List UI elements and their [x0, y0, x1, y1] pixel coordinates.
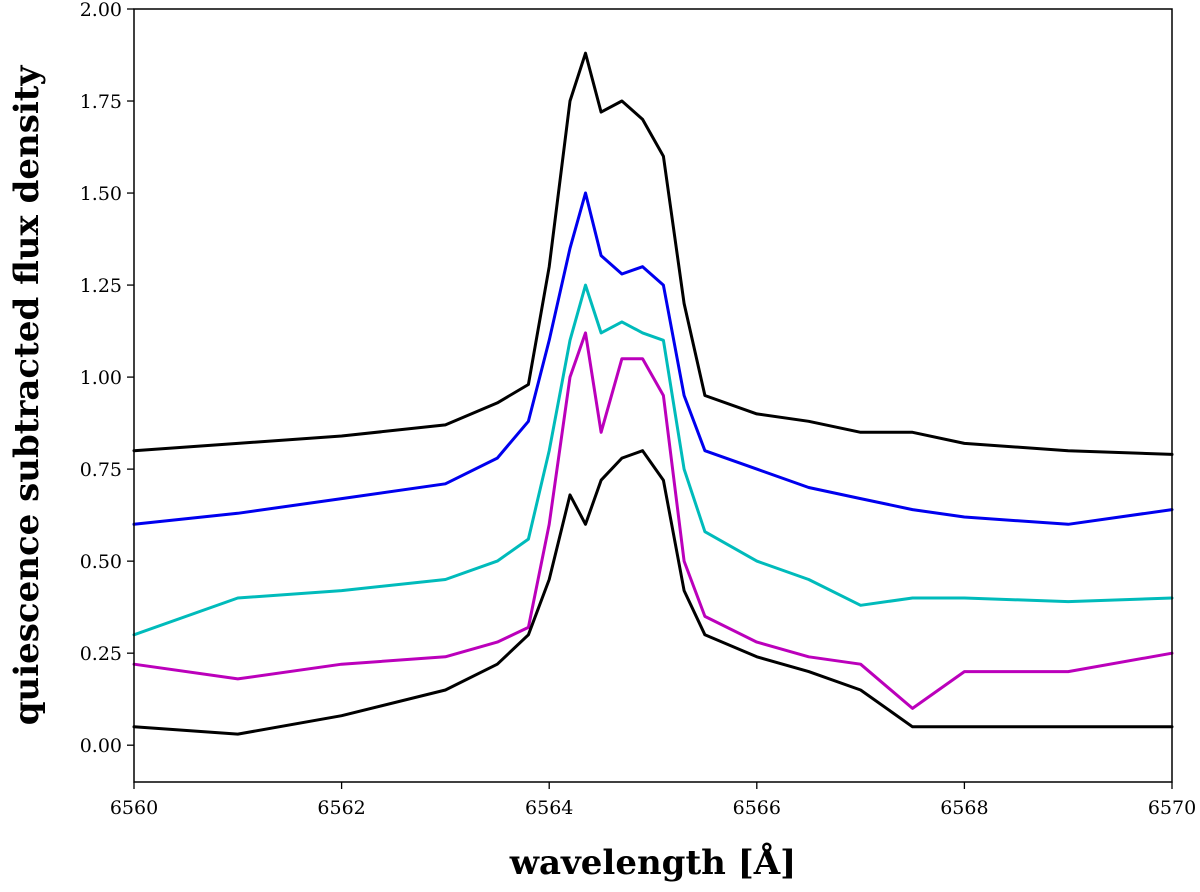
ticks-layer: 6560 6562 6564 6566 6568 6570 0.00 0.25 0.50 0.75…: [80, 0, 1196, 819]
y-tick-label: 0.25: [80, 643, 122, 665]
y-tick-label: 1.25: [80, 275, 122, 297]
x-tick-label: 6564: [525, 797, 573, 819]
y-tick-label: 1.75: [80, 91, 122, 113]
x-tick-label: 6562: [317, 797, 365, 819]
series-line-1: [132, 51, 1174, 456]
series-layer: [132, 51, 1174, 736]
y-tick-label: 1.50: [80, 183, 122, 205]
y-tick-label: 1.00: [80, 367, 122, 389]
y-tick-label: 0.00: [80, 735, 122, 757]
plot-frame: [133, 8, 1173, 783]
x-axis-label: wavelength [Å]: [509, 842, 797, 883]
series-line-4: [132, 331, 1174, 710]
y-tick-label: 2.00: [80, 0, 122, 21]
x-tick-label: 6566: [733, 797, 781, 819]
x-tick-label: 6570: [1148, 797, 1196, 819]
series-line-2: [132, 191, 1174, 526]
x-tick-label: 6568: [940, 797, 988, 819]
y-tick-label: 0.75: [80, 459, 122, 481]
series-line-3: [132, 283, 1174, 637]
x-tick-label: 6560: [110, 797, 158, 819]
y-tick-label: 0.50: [80, 551, 122, 573]
series-line-5: [132, 449, 1174, 736]
y-axis-label: quiescence subtracted flux density: [7, 64, 47, 725]
